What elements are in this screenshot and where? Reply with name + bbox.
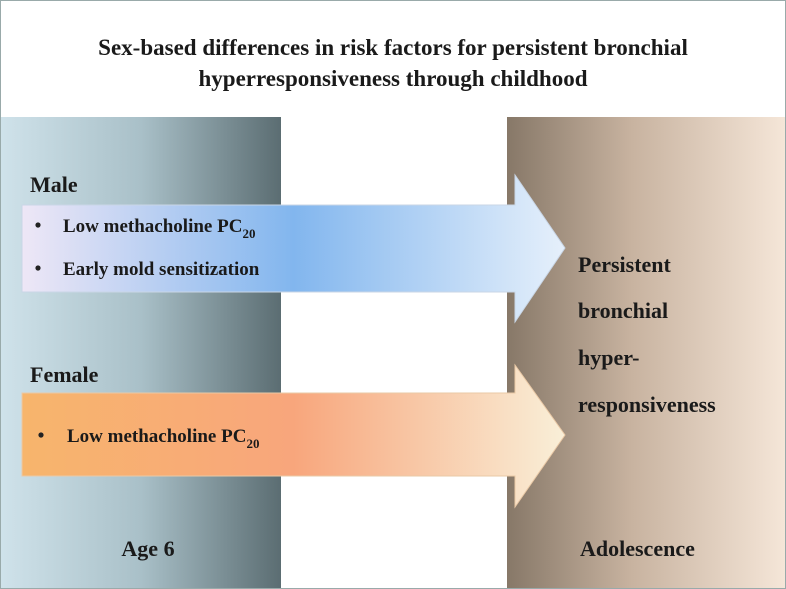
item-text: Low methacholine PC bbox=[63, 216, 242, 237]
item-text: Low methacholine PC bbox=[67, 426, 246, 447]
female-arrow bbox=[21, 363, 566, 509]
group-label: Male bbox=[30, 172, 78, 197]
male-arrow bbox=[21, 173, 566, 324]
title-line: hyperresponsiveness through childhood bbox=[199, 66, 588, 91]
timeline-end: Adolescence bbox=[580, 536, 695, 561]
outcome-line: responsiveness bbox=[578, 392, 716, 417]
title-line: Sex-based differences in risk factors fo… bbox=[98, 35, 688, 60]
timeline-start: Age 6 bbox=[121, 536, 174, 561]
bullet bbox=[38, 432, 44, 438]
group-label: Female bbox=[30, 362, 99, 387]
right-panel bbox=[507, 117, 785, 588]
item-subscript: 20 bbox=[242, 226, 255, 241]
left-panel bbox=[1, 117, 281, 588]
bullet bbox=[35, 222, 41, 228]
risk-item: Low methacholine PC20 bbox=[63, 216, 255, 241]
outcome-line: hyper- bbox=[578, 345, 640, 370]
risk-item: Early mold sensitization bbox=[63, 259, 260, 280]
outcome-line: bronchial bbox=[578, 298, 668, 323]
item-subscript: 20 bbox=[246, 436, 259, 451]
risk-item: Low methacholine PC20 bbox=[67, 426, 259, 451]
outcome-line: Persistent bbox=[578, 252, 672, 277]
bullet bbox=[35, 265, 41, 271]
